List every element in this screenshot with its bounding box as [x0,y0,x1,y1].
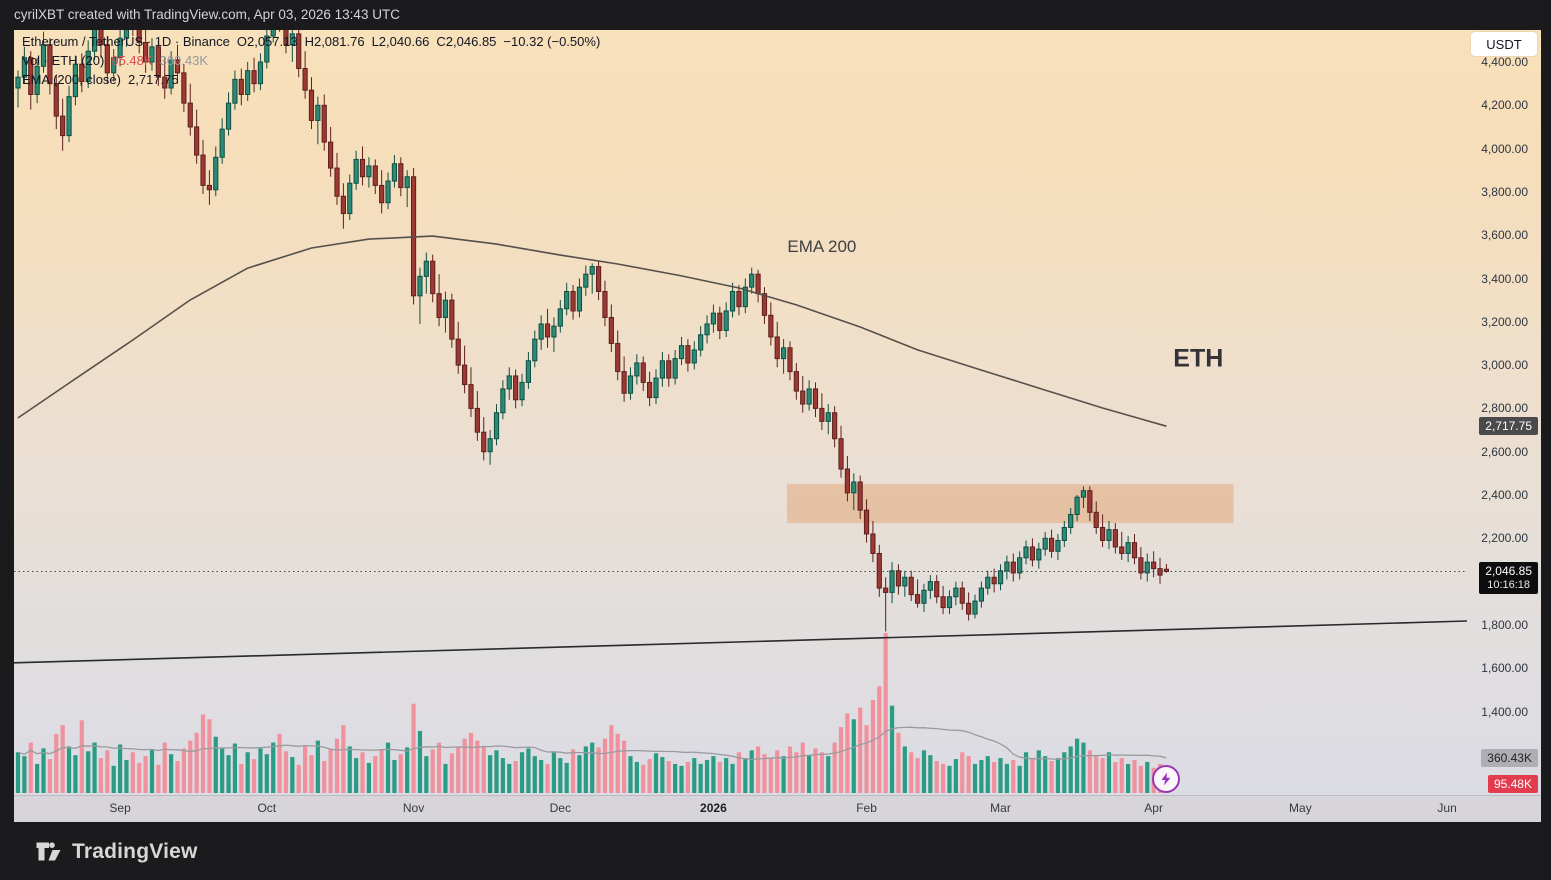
change-value: −10.32 (−0.50%) [503,34,601,49]
time-axis[interactable]: Sep Oct Nov Dec 2026 Feb Mar Apr May Jun [14,795,1541,822]
price-tick-label: 2,600.00 [1481,444,1528,459]
time-tick-label: Dec [549,801,571,815]
time-tick-label: Oct [257,801,277,815]
legend-symbol-row[interactable]: Ethereum / TetherUS · 1D · Binance O2,05… [22,34,600,53]
symbol-title: Ethereum / TetherUS · 1D · Binance [22,34,230,49]
time-tick-label: Sep [109,801,131,815]
volume-value: 95.48K [111,53,153,68]
volume-ma-value: 360.43K [159,53,208,68]
symbol-watermark-label: ETH [1173,344,1224,373]
price-chart-canvas[interactable] [14,30,1467,795]
volume-badge: 95.48K [1487,774,1538,793]
price-tick-label: 4,200.00 [1481,98,1528,113]
price-tick-label: 3,400.00 [1481,271,1528,286]
price-tick-label: 4,400.00 [1481,55,1528,69]
price-tick-label: 3,000.00 [1481,358,1528,373]
ohlc-open: O2,057.13 [236,34,298,49]
volume-ma-line [17,726,1167,761]
ohlc-close: C2,046.85 [436,34,497,49]
bar-countdown: 10:16:18 [1487,579,1531,592]
price-tick-label: 1,600.00 [1481,661,1528,676]
price-tick-label: 2,800.00 [1481,401,1528,416]
volume-indicator-label: Vol · ETH (20) [22,53,105,68]
price-tick-label: 3,200.00 [1481,314,1528,329]
ohlc-high: H2,081.76 [304,34,365,49]
price-tick-label: 3,800.00 [1481,184,1528,199]
price-axis[interactable]: USDT 4,400.00 4,200.00 4,000.00 3,800.00 3,6… [1467,30,1541,795]
legend-volume-row[interactable]: Vol · ETH (20) 95.48K 360.43K [22,53,600,72]
time-tick-label: Jun [1437,801,1457,815]
chart-legend: Ethereum / TetherUS · 1D · Binance O2,05… [22,34,600,91]
support-trendline [14,620,1467,664]
volume-ma-badge: 360.43K [1481,749,1538,768]
legend-ema-row[interactable]: EMA (200, close) 2,717.75 [22,72,600,91]
price-tick-label: 4,000.00 [1481,141,1528,156]
last-price-value: 2,046.85 [1485,564,1532,579]
ema-annotation-label: EMA 200 [787,237,857,257]
time-tick-label: Feb [856,801,877,815]
watermark-text: cyrilXBT created with TradingView.com, A… [14,7,400,22]
ema-indicator-label: EMA (200, close) [22,72,121,87]
time-tick-label: Nov [402,801,425,815]
time-tick-label: Apr [1144,801,1163,815]
chart-background [14,30,1541,795]
chart-window: Ethereum / TetherUS · 1D · Binance O2,05… [14,30,1541,822]
tradingview-logo-text: TradingView [72,839,198,863]
currency-toggle-button[interactable]: USDT [1471,32,1537,56]
tradingview-logo[interactable]: TradingView [35,838,198,865]
price-tick-label: 2,400.00 [1481,488,1528,502]
ema-price-badge: 2,717.75 [1479,417,1538,436]
price-tick-label: 2,200.00 [1481,531,1528,546]
ema200-line [17,235,1167,427]
time-tick-label: Mar [990,801,1011,815]
flash-idea-marker[interactable] [1152,765,1181,793]
time-tick-label: May [1289,801,1312,815]
last-price-badge: 2,046.85 10:16:18 [1479,562,1538,595]
price-tick-label: 3,600.00 [1481,228,1528,243]
tradingview-logo-icon [36,842,61,861]
lightning-icon [1161,772,1171,786]
ema-indicator-value: 2,717.75 [128,72,179,87]
ohlc-low: L2,040.66 [371,34,430,49]
price-tick-label: 1,400.00 [1481,704,1528,719]
time-tick-label: 2026 [700,801,727,815]
price-tick-label: 1,800.00 [1481,617,1528,632]
